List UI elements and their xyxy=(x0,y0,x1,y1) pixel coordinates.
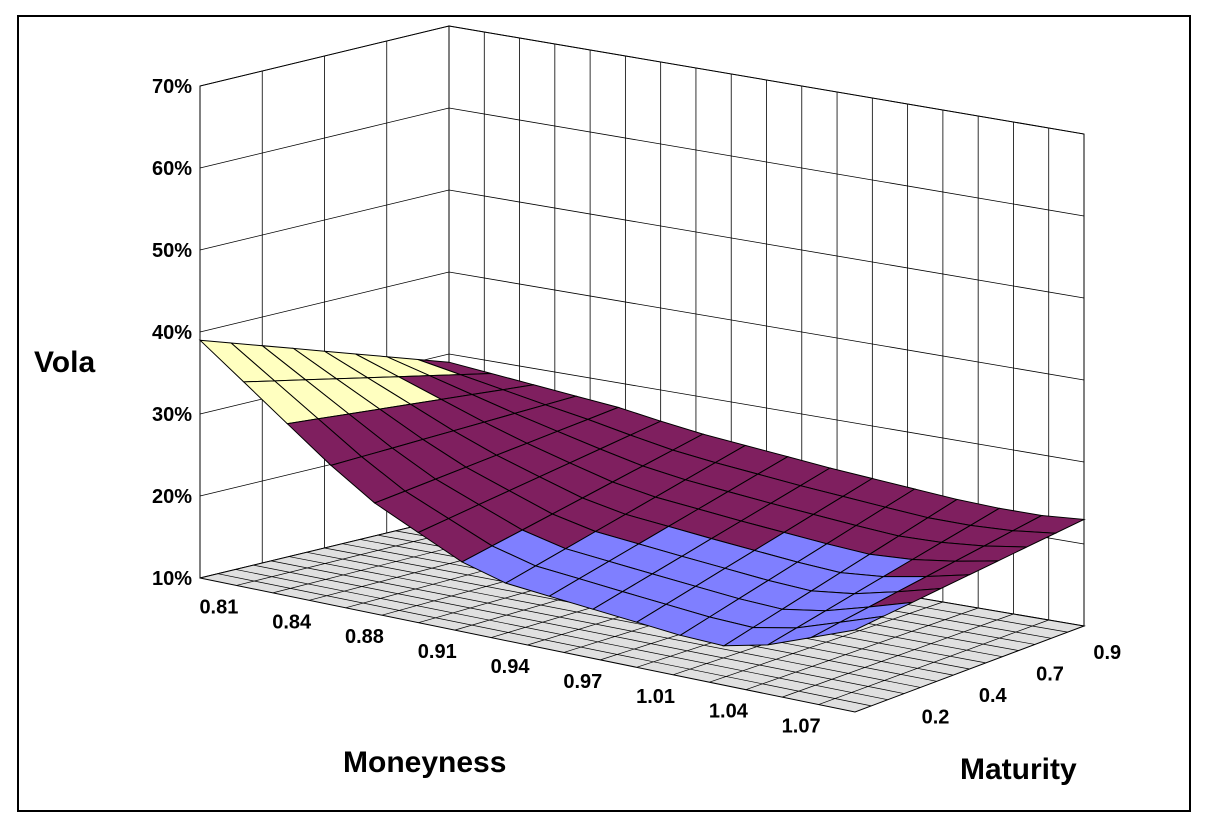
x-axis-title: Moneyness xyxy=(343,746,506,779)
x-tick-label: 0.81 xyxy=(199,596,238,618)
floor-gridline-maturity xyxy=(271,560,921,688)
y-tick-label: 0.7 xyxy=(1036,663,1064,685)
floor-gridline-maturity xyxy=(288,556,937,682)
surface-patch xyxy=(811,615,884,638)
z-tick-label: 10% xyxy=(152,568,192,590)
y-tick-label: 0.4 xyxy=(979,685,1008,707)
z-axis-ticks: 10% 20% 30% 40% 50% 60% 70% xyxy=(152,76,192,590)
x-axis-ticks: 0.81 0.84 0.88 0.91 0.94 0.97 1.01 1.04 1.07 xyxy=(199,596,820,737)
y-axis-ticks: 0.2 0.4 0.7 0.9 xyxy=(922,642,1122,729)
z-tick-label: 70% xyxy=(152,76,192,98)
z-tick-label: 30% xyxy=(152,404,192,426)
z-tick-label: 60% xyxy=(152,158,192,180)
x-tick-label: 0.91 xyxy=(418,641,457,663)
floor-gridline-maturity xyxy=(235,569,888,701)
z-tick-label: 50% xyxy=(152,240,192,262)
y-tick-label: 0.2 xyxy=(922,706,950,728)
x-tick-label: 1.01 xyxy=(636,686,675,708)
floor-gridline-maturity xyxy=(253,564,905,694)
z-tick-label: 40% xyxy=(152,322,192,344)
y-axis-title: Maturity xyxy=(960,753,1077,786)
z-tick-label: 20% xyxy=(152,486,192,508)
x-tick-label: 0.94 xyxy=(491,656,531,678)
x-tick-label: 1.07 xyxy=(782,716,821,738)
volatility-surface xyxy=(198,339,1086,647)
x-tick-label: 0.97 xyxy=(563,671,602,693)
x-tick-label: 1.04 xyxy=(709,701,749,723)
x-tick-label: 0.84 xyxy=(272,611,312,633)
floor-gridline-maturity xyxy=(217,573,872,707)
y-tick-label: 0.9 xyxy=(1093,642,1121,664)
z-axis-title: Vola xyxy=(34,346,95,379)
x-tick-label: 0.88 xyxy=(345,626,384,648)
